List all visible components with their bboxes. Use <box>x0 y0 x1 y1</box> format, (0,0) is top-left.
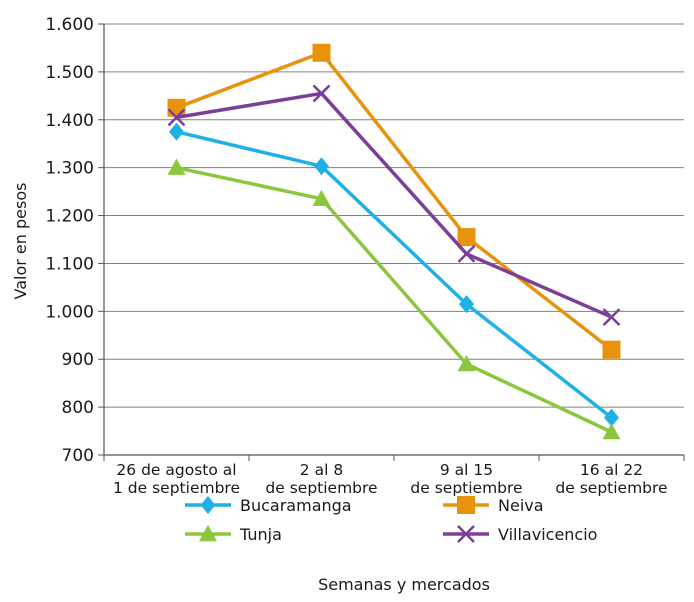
x-tick-label: 1 de septiembre <box>113 479 240 497</box>
series-line <box>176 130 613 420</box>
data-point-diamond <box>604 408 619 427</box>
data-point-square <box>457 496 475 514</box>
data-point-square <box>602 340 621 359</box>
legend-label: Tunja <box>239 525 282 544</box>
y-tick-label: 1.500 <box>45 63 94 83</box>
y-tick-labels: 700 800 900 1.000 1.100 1.200 1.300 1.400 1.500 1… <box>45 15 94 466</box>
legend-label: Villavicencio <box>498 525 597 544</box>
data-point-x <box>312 84 331 103</box>
x-tick-label: 16 al 22 <box>580 461 643 479</box>
y-tick-label: 1.300 <box>45 159 94 179</box>
legend-item-bucaramanga: Bucaramanga <box>185 496 352 515</box>
data-point-triangle <box>457 355 476 372</box>
series-tunja <box>167 158 621 440</box>
data-point-square <box>312 43 331 62</box>
data-point-square <box>167 98 186 117</box>
legend: Bucaramanga Neiva Tunja Villavicencio <box>185 496 597 544</box>
series-line <box>176 165 613 434</box>
legend-item-villavicencio: Villavicencio <box>443 525 597 544</box>
y-tick-label: 1.600 <box>45 15 94 35</box>
legend-item-neiva: Neiva <box>443 496 544 515</box>
series-line <box>175 50 613 352</box>
legend-label: Neiva <box>498 496 544 515</box>
y-axis-title: Valor en pesos <box>11 183 30 300</box>
data-point-triangle <box>312 189 331 206</box>
x-tick-label: de septiembre <box>265 479 377 497</box>
x-axis-title: Semanas y mercados <box>318 575 490 594</box>
legend-label: Bucaramanga <box>240 496 352 515</box>
data-point-triangle <box>167 158 186 175</box>
data-point-diamond <box>169 122 184 141</box>
series-line <box>176 91 613 319</box>
axes <box>98 23 685 461</box>
data-point-triangle <box>602 423 621 440</box>
data-point-diamond <box>314 157 329 176</box>
data-point-diamond <box>459 295 474 314</box>
series <box>167 43 621 440</box>
data-point-x <box>602 308 621 326</box>
y-tick-label: 1.200 <box>45 207 94 227</box>
y-tick-label: 900 <box>62 350 94 370</box>
x-tick-label: 9 al 15 <box>440 461 493 479</box>
gridlines <box>104 23 684 408</box>
y-tick-label: 1.000 <box>45 302 94 322</box>
legend-item-tunja: Tunja <box>185 525 282 544</box>
y-tick-label: 700 <box>62 446 94 466</box>
x-tick-label: de septiembre <box>555 479 667 497</box>
y-tick-label: 800 <box>62 398 94 418</box>
data-point-x <box>457 244 476 263</box>
series-bucaramanga <box>169 122 619 427</box>
series-neiva <box>167 43 621 359</box>
data-point-x <box>457 525 475 543</box>
x-tick-label: de septiembre <box>410 479 522 497</box>
data-point-square <box>457 228 476 247</box>
x-tick-label: 26 de agosto al <box>116 461 236 479</box>
data-point-diamond <box>200 496 216 514</box>
x-tick-label: 2 al 8 <box>300 461 343 479</box>
data-point-triangle <box>199 525 217 542</box>
data-point-x <box>167 108 186 127</box>
y-tick-label: 1.100 <box>45 254 94 274</box>
series-villavicencio <box>167 84 621 326</box>
y-tick-label: 1.400 <box>45 111 94 131</box>
